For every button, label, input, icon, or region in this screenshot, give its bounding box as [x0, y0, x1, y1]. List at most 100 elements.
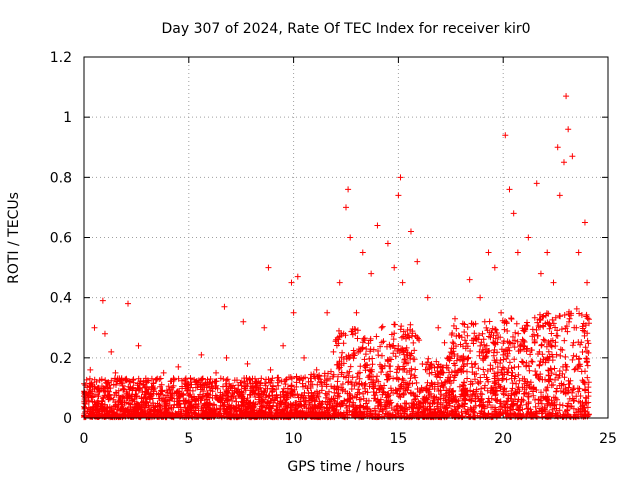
data-point	[477, 294, 484, 301]
y-tick-label: 0.2	[50, 351, 72, 367]
scatter-cloud	[81, 305, 592, 421]
data-point	[537, 270, 544, 277]
x-tick-label: 15	[389, 431, 407, 447]
y-tick-label: 0	[63, 411, 72, 427]
data-point	[510, 210, 517, 217]
x-tick-label: 25	[599, 431, 617, 447]
data-point	[554, 144, 561, 151]
plot-frame	[83, 56, 609, 419]
chart-title: Day 307 of 2024, Rate Of TEC Index for r…	[161, 21, 530, 37]
data-point	[108, 348, 115, 355]
data-point	[213, 369, 220, 376]
data-point	[347, 234, 354, 241]
y-tick-label: 1.2	[50, 50, 72, 66]
data-point	[85, 390, 92, 397]
data-point	[414, 258, 421, 265]
data-point	[544, 249, 551, 256]
data-point	[397, 174, 404, 181]
data-point	[112, 369, 119, 376]
x-tick-label: 20	[494, 431, 512, 447]
data-point	[280, 342, 287, 349]
data-point	[175, 363, 182, 370]
data-point	[569, 153, 576, 160]
data-point	[288, 279, 295, 286]
data-point	[101, 330, 108, 337]
data-point	[374, 222, 381, 229]
data-point	[169, 393, 176, 400]
data-point	[560, 159, 567, 166]
data-point	[313, 366, 320, 373]
data-point	[198, 351, 205, 358]
y-tick-label: 1	[63, 110, 72, 126]
data-point	[82, 408, 89, 415]
data-point	[125, 300, 132, 307]
data-point	[533, 180, 540, 187]
data-point	[514, 249, 521, 256]
data-point	[99, 297, 106, 304]
data-point	[343, 204, 349, 211]
data-point	[336, 279, 343, 286]
data-point	[265, 264, 272, 271]
data-point	[127, 378, 134, 385]
data-point	[378, 324, 385, 331]
y-axis-label: ROTI / TECUs	[6, 192, 22, 284]
data-point	[244, 360, 251, 367]
data-point	[294, 273, 301, 280]
data-point	[330, 348, 337, 355]
data-point	[135, 342, 142, 349]
data-point	[395, 192, 402, 199]
data-point	[502, 132, 509, 139]
data-point	[87, 366, 94, 373]
x-tick-label: 0	[80, 431, 89, 447]
data-point	[359, 249, 366, 256]
data-point	[301, 354, 308, 361]
data-point	[95, 399, 102, 406]
data-point	[192, 378, 199, 385]
y-tick-label: 0.6	[50, 231, 72, 247]
data-point	[563, 93, 570, 100]
data-point	[485, 249, 492, 256]
data-point	[584, 279, 591, 286]
data-point	[223, 354, 230, 361]
data-point	[221, 303, 228, 310]
data-point	[290, 309, 297, 316]
data-point	[93, 378, 100, 385]
data-point	[160, 369, 167, 376]
data-point	[150, 390, 157, 397]
data-points	[82, 93, 591, 415]
x-axis-label: GPS time / hours	[287, 459, 404, 475]
data-point	[565, 126, 572, 133]
data-point	[252, 384, 259, 391]
scatter-points	[81, 305, 592, 421]
data-point	[324, 309, 331, 316]
data-point	[491, 264, 498, 271]
data-point	[441, 339, 448, 346]
data-point	[498, 309, 505, 316]
data-point	[353, 309, 360, 316]
data-point	[368, 270, 375, 277]
data-point	[525, 234, 532, 241]
y-tick-label: 0.8	[50, 170, 72, 186]
data-point	[231, 387, 238, 394]
data-point	[424, 294, 431, 301]
data-point	[345, 186, 352, 193]
data-point	[407, 228, 414, 235]
data-point	[391, 264, 398, 271]
data-point	[556, 192, 563, 199]
data-point	[206, 384, 213, 391]
data-point	[581, 219, 588, 226]
data-point	[261, 324, 268, 331]
data-point	[451, 315, 458, 322]
axis-ticks: 0 5 10 15 20 25 0 0.2 0.4 0.6 0.8 1 1.2	[50, 50, 617, 447]
data-point	[506, 186, 513, 193]
data-point	[384, 240, 391, 247]
data-point	[575, 249, 582, 256]
data-point	[240, 318, 247, 325]
data-point	[435, 324, 442, 331]
data-point	[458, 354, 465, 361]
x-tick-label: 10	[285, 431, 303, 447]
data-point	[91, 324, 98, 331]
x-tick-label: 5	[184, 431, 193, 447]
data-point	[143, 384, 150, 391]
